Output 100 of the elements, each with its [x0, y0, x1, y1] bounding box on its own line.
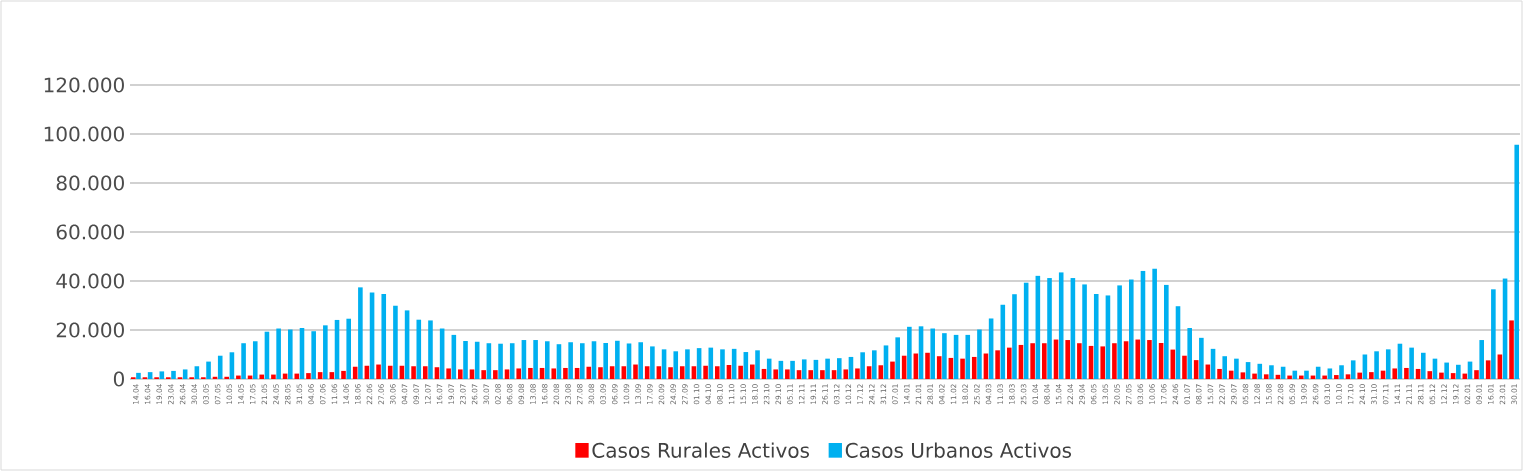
bar	[528, 367, 533, 379]
bar	[387, 365, 393, 379]
bar	[1479, 340, 1484, 379]
bar	[509, 343, 515, 379]
bar	[1427, 371, 1433, 379]
y-tick-label: 20.000	[56, 322, 124, 338]
bar	[1269, 365, 1274, 379]
bar	[615, 340, 620, 379]
bar	[1298, 375, 1304, 379]
bar	[411, 366, 416, 379]
bar	[446, 368, 451, 379]
bar	[259, 374, 265, 379]
bar	[971, 356, 977, 379]
bar	[633, 364, 638, 379]
bar	[1147, 340, 1152, 379]
bar	[376, 364, 381, 379]
y-tick-label: 120.000	[44, 77, 124, 93]
bar	[1287, 375, 1292, 379]
bar	[294, 373, 300, 379]
bar	[1012, 294, 1017, 379]
bar	[738, 365, 743, 379]
bar	[750, 364, 755, 379]
bar	[790, 360, 795, 379]
bar	[469, 369, 475, 379]
bar	[977, 329, 982, 379]
bar	[393, 305, 398, 379]
bar	[1182, 355, 1187, 379]
bar	[679, 366, 685, 379]
bar	[1369, 372, 1374, 379]
bar	[241, 343, 246, 379]
bar	[872, 350, 877, 379]
bar	[1345, 374, 1351, 379]
bar	[890, 361, 895, 379]
bar	[563, 367, 568, 379]
bar	[936, 356, 942, 379]
bar	[159, 371, 165, 379]
bar	[995, 350, 1000, 379]
bar	[288, 329, 293, 379]
bar	[1217, 368, 1222, 379]
bar	[252, 341, 258, 379]
bar	[498, 343, 503, 379]
bar	[1456, 364, 1461, 379]
bar	[1385, 349, 1391, 379]
bar	[1135, 339, 1141, 379]
bar	[481, 370, 486, 379]
bar	[1257, 363, 1263, 379]
bar	[638, 342, 644, 379]
bar	[1112, 343, 1117, 379]
bar	[580, 343, 585, 379]
bar	[458, 369, 463, 379]
bar	[720, 349, 725, 379]
bar	[1357, 372, 1362, 379]
bar	[428, 320, 433, 379]
bar	[1093, 293, 1099, 379]
y-tick-label: 40.000	[56, 273, 124, 289]
bar	[217, 355, 223, 379]
bar	[860, 352, 865, 379]
y-tick-label: 60.000	[56, 224, 124, 240]
bar	[1514, 144, 1520, 379]
bar	[1222, 356, 1228, 379]
bar	[1339, 365, 1344, 379]
bar	[416, 319, 422, 379]
bar	[171, 370, 176, 379]
bar	[825, 358, 830, 379]
legend-label: Casos Rurales Activos	[592, 442, 810, 458]
bar	[1252, 373, 1257, 379]
bar	[1030, 343, 1035, 379]
bar	[1263, 374, 1269, 379]
bar	[1334, 375, 1339, 379]
bar	[855, 368, 860, 379]
legend-label: Casos Urbanos Activos	[845, 442, 1072, 458]
bar	[533, 340, 538, 379]
bar	[358, 287, 363, 379]
bar	[895, 337, 900, 379]
bar	[544, 341, 550, 379]
bar	[960, 358, 965, 379]
bar	[271, 374, 276, 379]
bar	[276, 328, 281, 379]
bar	[224, 376, 229, 379]
bar	[493, 370, 498, 379]
bar	[306, 373, 311, 379]
bar	[942, 333, 947, 379]
bar	[1509, 320, 1514, 379]
bar	[673, 351, 679, 379]
bar	[182, 369, 188, 379]
bar	[820, 370, 825, 379]
bar	[965, 334, 971, 379]
bar	[650, 346, 655, 379]
bar	[311, 331, 316, 379]
bar	[516, 368, 522, 379]
bar	[504, 369, 510, 379]
bar	[206, 361, 211, 379]
bar	[1374, 351, 1379, 379]
bar	[773, 369, 778, 379]
bar	[1404, 367, 1409, 379]
bar	[1077, 343, 1082, 379]
bar	[1444, 362, 1449, 379]
bar	[801, 359, 807, 379]
bar	[1392, 368, 1398, 379]
bar	[1117, 285, 1122, 379]
